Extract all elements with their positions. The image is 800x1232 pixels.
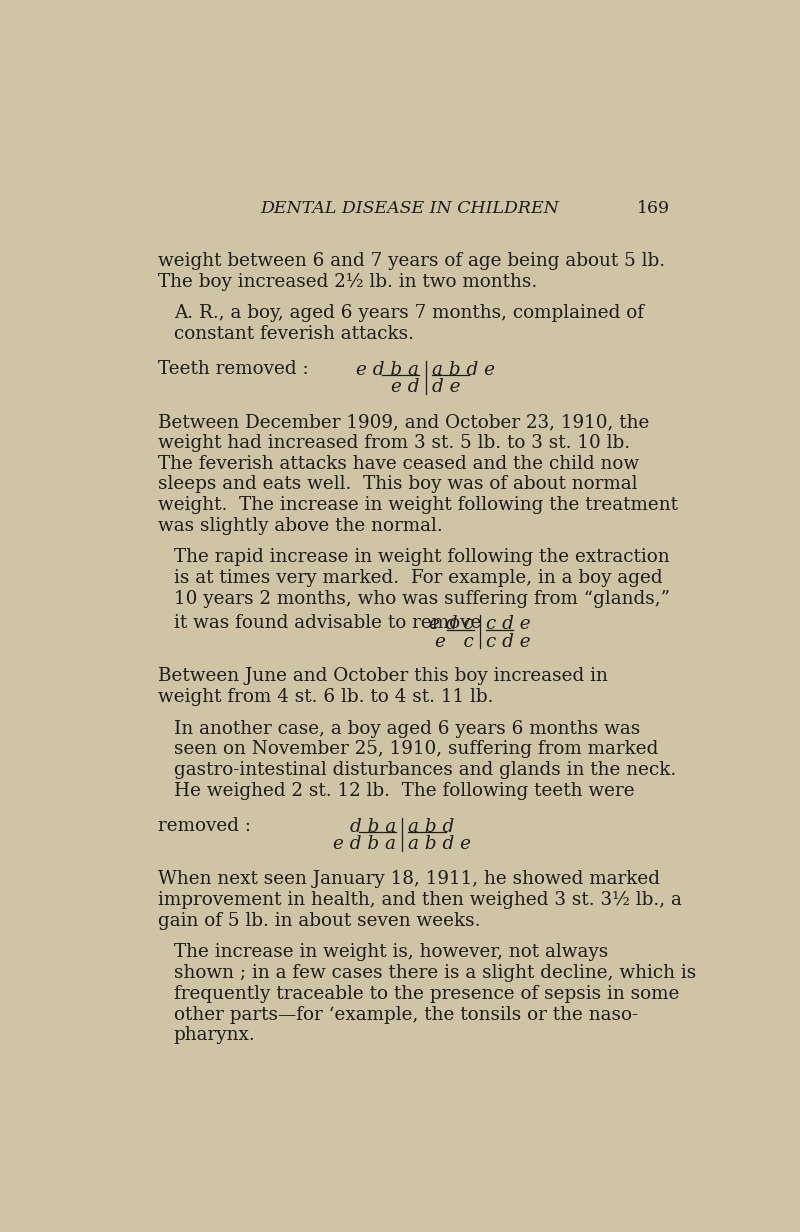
Text: Between June and October this boy increased in: Between June and October this boy increa… — [158, 668, 608, 685]
Text: The feverish attacks have ceased and the child now: The feverish attacks have ceased and the… — [158, 455, 639, 473]
Text: In another case, a boy aged 6 years 6 months was: In another case, a boy aged 6 years 6 mo… — [174, 719, 640, 738]
Text: gain of 5 lb. in about seven weeks.: gain of 5 lb. in about seven weeks. — [158, 912, 481, 930]
Text: other parts—for ‘example, the tonsils or the naso-: other parts—for ‘example, the tonsils or… — [174, 1005, 638, 1024]
Text: weight.  The increase in weight following the treatment: weight. The increase in weight following… — [158, 496, 678, 514]
Text: gastro-intestinal disturbances and glands in the neck.: gastro-intestinal disturbances and gland… — [174, 761, 676, 779]
Text: sleeps and eats well.  This boy was of about normal: sleeps and eats well. This boy was of ab… — [158, 476, 638, 493]
Text: a b d e: a b d e — [432, 361, 494, 379]
Text: d e: d e — [432, 378, 460, 397]
Text: DENTAL DISEASE IN CHILDREN: DENTAL DISEASE IN CHILDREN — [261, 200, 559, 217]
Text: e d c: e d c — [429, 616, 474, 633]
Text: is at times very marked.  For example, in a boy aged: is at times very marked. For example, in… — [174, 569, 662, 588]
Text: 10 years 2 months, who was suffering from “glands,”: 10 years 2 months, who was suffering fro… — [174, 590, 670, 609]
Text: it was found advisable to remove: it was found advisable to remove — [174, 614, 481, 632]
Text: A. R., a boy, aged 6 years 7 months, complained of: A. R., a boy, aged 6 years 7 months, com… — [174, 304, 644, 322]
Text: c d e: c d e — [486, 632, 530, 650]
Text: frequently traceable to the presence of sepsis in some: frequently traceable to the presence of … — [174, 984, 679, 1003]
Text: pharynx.: pharynx. — [174, 1026, 255, 1045]
Text: The increase in weight is, however, not always: The increase in weight is, however, not … — [174, 944, 608, 961]
Text: a b d e: a b d e — [409, 835, 471, 854]
Text: The boy increased 2½ lb. in two months.: The boy increased 2½ lb. in two months. — [158, 272, 538, 291]
Text: constant feverish attacks.: constant feverish attacks. — [174, 325, 414, 342]
Text: d b a: d b a — [350, 818, 396, 837]
Text: shown ; in a few cases there is a slight decline, which is: shown ; in a few cases there is a slight… — [174, 963, 696, 982]
Text: e d b a: e d b a — [333, 835, 396, 854]
Text: Between December 1909, and October 23, 1910, the: Between December 1909, and October 23, 1… — [158, 413, 650, 431]
Text: 169: 169 — [637, 200, 670, 217]
Text: was slightly above the normal.: was slightly above the normal. — [158, 517, 443, 535]
Text: When next seen January 18, 1911, he showed marked: When next seen January 18, 1911, he show… — [158, 870, 660, 888]
Text: seen on November 25, 1910, suffering from marked: seen on November 25, 1910, suffering fro… — [174, 740, 658, 759]
Text: Teeth removed :: Teeth removed : — [158, 360, 309, 377]
Text: e d: e d — [391, 378, 419, 397]
Text: e d b a: e d b a — [356, 361, 419, 379]
Text: c d e: c d e — [486, 616, 530, 633]
Text: a b d: a b d — [409, 818, 454, 837]
Text: improvement in health, and then weighed 3 st. 3½ lb., a: improvement in health, and then weighed … — [158, 891, 682, 909]
Text: removed :: removed : — [158, 817, 251, 834]
Text: weight had increased from 3 st. 5 lb. to 3 st. 10 lb.: weight had increased from 3 st. 5 lb. to… — [158, 434, 630, 452]
Text: He weighed 2 st. 12 lb.  The following teeth were: He weighed 2 st. 12 lb. The following te… — [174, 782, 634, 800]
Text: weight between 6 and 7 years of age being about 5 lb.: weight between 6 and 7 years of age bein… — [158, 251, 666, 270]
Text: weight from 4 st. 6 lb. to 4 st. 11 lb.: weight from 4 st. 6 lb. to 4 st. 11 lb. — [158, 687, 494, 706]
Text: The rapid increase in weight following the extraction: The rapid increase in weight following t… — [174, 548, 670, 567]
Text: e   c: e c — [435, 632, 474, 650]
